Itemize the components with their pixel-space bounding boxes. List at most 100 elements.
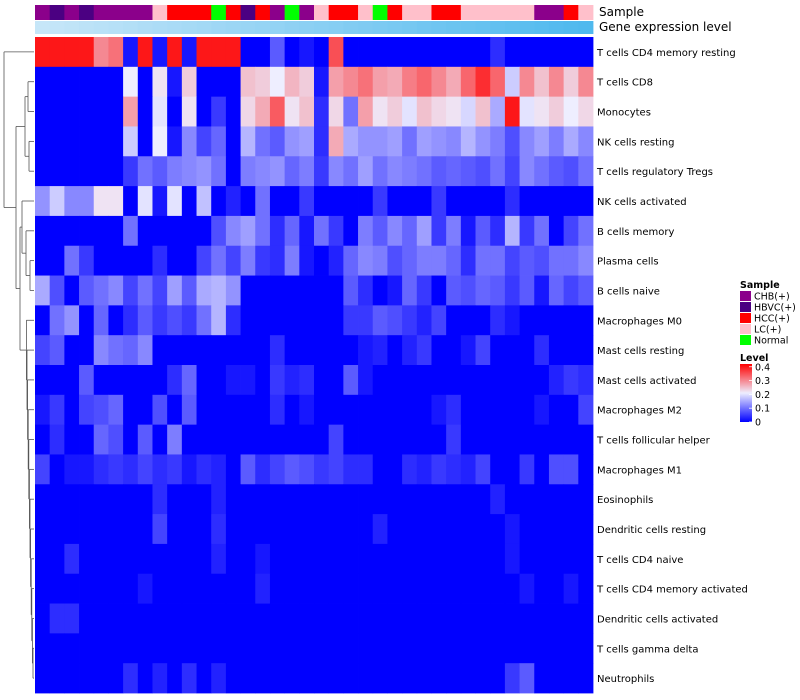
heatmap-cell: [269, 424, 286, 455]
heatmap-cell: [211, 96, 227, 127]
heatmap-cell: [534, 603, 550, 634]
heatmap-cell: [314, 663, 330, 694]
heatmap-cell: [108, 96, 124, 127]
heatmap-cell: [196, 394, 212, 426]
sample-annotation-cell: [64, 5, 80, 20]
heatmap-cell: [152, 186, 168, 217]
heatmap-cell: [167, 514, 183, 545]
gene-expression-cell: [181, 21, 197, 34]
heatmap-cell: [372, 633, 388, 664]
heatmap-cell: [519, 305, 535, 336]
heatmap-cell: [490, 663, 506, 694]
heatmap-cell: [431, 543, 447, 575]
heatmap-cell: [225, 96, 241, 127]
heatmap-cell: [211, 156, 227, 187]
heatmap-cell: [431, 215, 447, 247]
heatmap-cell: [343, 514, 359, 545]
sample-annotation-cell: [181, 5, 197, 20]
heatmap-cell: [64, 633, 80, 664]
heatmap-cell: [534, 66, 550, 98]
heatmap-cell: [167, 37, 183, 68]
heatmap-cell: [548, 215, 565, 247]
heatmap-cell: [372, 275, 388, 306]
heatmap-cell: [255, 365, 271, 396]
heatmap-cell: [299, 424, 315, 455]
heatmap-cell: [79, 37, 95, 68]
heatmap-cell: [446, 335, 462, 366]
heatmap-cell: [269, 126, 286, 157]
heatmap-cell: [534, 186, 550, 217]
heatmap-cell: [93, 156, 109, 187]
sample-annotation-cell: [167, 5, 183, 20]
gene-expression-cell: [402, 21, 418, 34]
heatmap-cells: [35, 37, 594, 694]
heatmap-cell: [314, 156, 330, 187]
heatmap-cell: [372, 454, 388, 485]
heatmap-cell: [64, 514, 80, 545]
heatmap-cell: [284, 335, 300, 366]
heatmap-cell: [372, 66, 388, 98]
heatmap-cell: [490, 633, 506, 664]
heatmap-cell: [93, 633, 109, 664]
heatmap-cell: [167, 573, 183, 604]
heatmap-cell: [240, 37, 256, 68]
heatmap-cell: [328, 484, 344, 515]
heatmap-cell: [284, 245, 300, 276]
heatmap-cell: [490, 543, 506, 575]
heatmap-cell: [387, 335, 403, 366]
heatmap-cell: [446, 186, 462, 217]
heatmap-cell: [211, 573, 227, 604]
heatmap-cell: [358, 37, 374, 68]
heatmap-cell: [123, 186, 139, 217]
heatmap-cell: [269, 245, 286, 276]
heatmap-cell: [123, 156, 139, 187]
heatmap-cell: [314, 365, 330, 396]
heatmap-cell: [123, 603, 139, 634]
heatmap-cell: [372, 37, 388, 68]
heatmap-cell: [343, 126, 359, 157]
heatmap-cell: [64, 275, 80, 306]
heatmap-cell: [284, 603, 300, 634]
heatmap-cell: [284, 365, 300, 396]
heatmap-cell: [578, 365, 594, 396]
heatmap-cell: [181, 573, 197, 604]
heatmap-cell: [299, 37, 315, 68]
heatmap-cell: [534, 275, 550, 306]
heatmap-cell: [490, 215, 506, 247]
gene-expression-cell: [446, 21, 462, 34]
legend-item-label: Normal: [754, 336, 788, 347]
legend-swatch: [740, 313, 751, 323]
heatmap-cell: [79, 335, 95, 366]
gene-expression-cell: [64, 21, 80, 34]
heatmap-cell: [504, 543, 520, 575]
heatmap-cell: [123, 663, 139, 694]
heatmap-cell: [35, 365, 51, 396]
heatmap-cell: [49, 156, 65, 187]
heatmap-cell: [137, 484, 153, 515]
heatmap-cell: [123, 275, 139, 306]
heatmap-cell: [519, 543, 535, 575]
heatmap-cell: [314, 424, 330, 455]
heatmap-cell: [328, 454, 344, 485]
heatmap-cell: [181, 633, 197, 664]
heatmap-cell: [255, 186, 271, 217]
heatmap-cell: [181, 514, 197, 545]
heatmap-cell: [299, 215, 315, 247]
heatmap-cell: [240, 96, 256, 127]
heatmap-cell: [314, 633, 330, 664]
sample-legend-items: CHB(+)HBVC(+)HCC(+)LC(+)Normal: [740, 291, 796, 347]
heatmap-cell: [431, 514, 447, 545]
heatmap-cell: [504, 96, 520, 127]
heatmap-cell: [167, 66, 183, 98]
heatmap-cell: [328, 424, 344, 455]
heatmap-cell: [137, 245, 153, 276]
heatmap-cell: [446, 66, 462, 98]
heatmap-cell: [35, 275, 51, 306]
heatmap-cell: [563, 245, 579, 276]
heatmap-cell: [578, 424, 594, 455]
row-label: Dendritic cells activated: [597, 614, 718, 625]
heatmap-cell: [504, 484, 520, 515]
heatmap-cell: [328, 156, 344, 187]
heatmap-cell: [284, 186, 300, 217]
heatmap-cell: [64, 37, 80, 68]
